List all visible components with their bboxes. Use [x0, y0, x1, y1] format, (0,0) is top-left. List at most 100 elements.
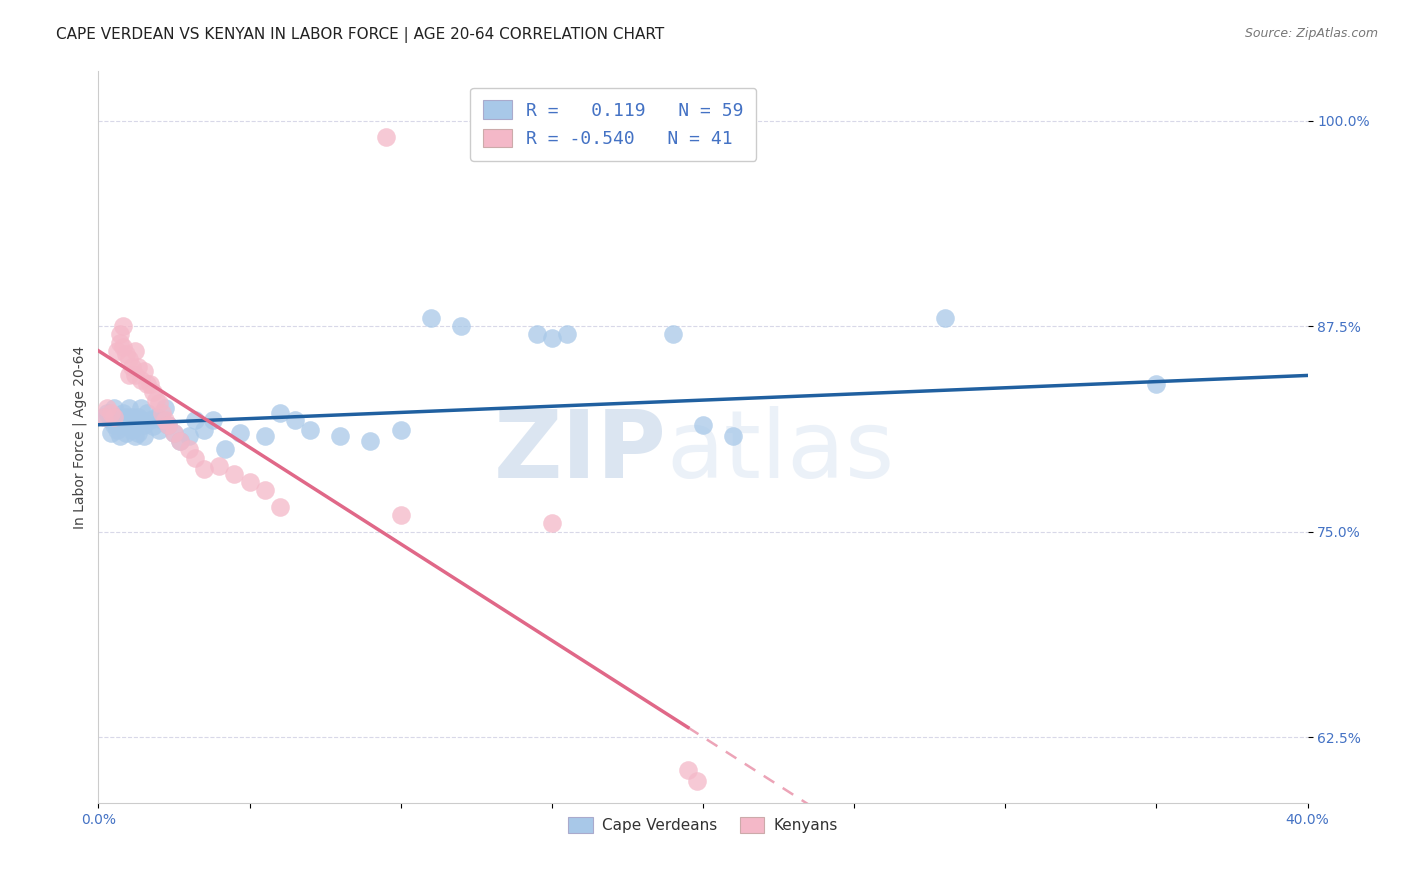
Point: [127, 409, 149, 424]
Point: [224, 467, 246, 481]
Text: ZIP: ZIP: [494, 406, 666, 498]
Point: [114, 425, 136, 440]
Point: [193, 423, 215, 437]
Point: [93, 409, 115, 424]
Point: [124, 368, 146, 383]
Point: [129, 401, 152, 416]
Point: [93, 409, 115, 424]
Point: [135, 376, 157, 391]
Point: [132, 429, 155, 443]
Point: [118, 413, 141, 427]
Point: [214, 442, 236, 457]
Point: [184, 413, 207, 427]
Point: [114, 409, 136, 424]
Point: [239, 475, 262, 490]
Text: Source: ZipAtlas.com: Source: ZipAtlas.com: [1244, 27, 1378, 40]
Point: [253, 429, 276, 443]
Point: [148, 396, 170, 410]
Point: [169, 434, 191, 449]
Point: [129, 373, 152, 387]
Point: [269, 406, 291, 420]
Point: [132, 417, 155, 432]
Y-axis label: In Labor Force | Age 20-64: In Labor Force | Age 20-64: [73, 345, 87, 529]
Point: [96, 406, 118, 420]
Point: [420, 310, 443, 325]
Point: [208, 458, 231, 473]
Text: atlas: atlas: [666, 406, 896, 498]
Point: [103, 409, 125, 424]
Point: [100, 413, 122, 427]
Point: [526, 327, 548, 342]
Point: [163, 425, 186, 440]
Point: [145, 393, 167, 408]
Point: [100, 406, 122, 420]
Point: [127, 425, 149, 440]
Point: [156, 417, 179, 432]
Point: [118, 401, 141, 416]
Point: [450, 319, 472, 334]
Point: [253, 483, 276, 498]
Point: [676, 763, 699, 777]
Point: [105, 423, 128, 437]
Point: [202, 413, 225, 427]
Point: [555, 327, 578, 342]
Point: [723, 429, 745, 443]
Point: [193, 462, 215, 476]
Point: [121, 360, 143, 375]
Point: [540, 331, 562, 345]
Point: [179, 442, 201, 457]
Point: [103, 417, 125, 432]
Point: [108, 413, 131, 427]
Point: [111, 406, 134, 420]
Point: [108, 429, 131, 443]
Point: [114, 347, 136, 361]
Point: [129, 413, 152, 427]
Point: [118, 351, 141, 366]
Point: [360, 434, 382, 449]
Legend: Cape Verdeans, Kenyans: Cape Verdeans, Kenyans: [562, 811, 844, 839]
Point: [150, 406, 173, 420]
Point: [299, 423, 322, 437]
Point: [124, 343, 146, 358]
Point: [389, 423, 412, 437]
Point: [229, 425, 252, 440]
Point: [142, 384, 165, 399]
Point: [150, 413, 173, 427]
Point: [142, 419, 165, 434]
Point: [374, 130, 396, 145]
Point: [105, 409, 128, 424]
Point: [156, 417, 179, 432]
Point: [118, 368, 141, 383]
Point: [96, 401, 118, 416]
Point: [1144, 376, 1167, 391]
Point: [111, 417, 134, 432]
Point: [139, 413, 162, 427]
Point: [111, 341, 134, 355]
Point: [139, 376, 162, 391]
Point: [124, 416, 146, 430]
Point: [108, 327, 131, 342]
Point: [284, 413, 307, 427]
Point: [163, 425, 186, 440]
Point: [269, 500, 291, 514]
Point: [184, 450, 207, 465]
Point: [124, 429, 146, 443]
Point: [108, 335, 131, 350]
Point: [389, 508, 412, 523]
Point: [121, 423, 143, 437]
Point: [132, 363, 155, 377]
Point: [105, 343, 128, 358]
Point: [103, 401, 125, 416]
Point: [145, 409, 167, 424]
Text: CAPE VERDEAN VS KENYAN IN LABOR FORCE | AGE 20-64 CORRELATION CHART: CAPE VERDEAN VS KENYAN IN LABOR FORCE | …: [56, 27, 665, 43]
Point: [692, 417, 714, 432]
Point: [100, 425, 122, 440]
Point: [686, 774, 709, 789]
Point: [135, 406, 157, 420]
Point: [179, 429, 201, 443]
Point: [934, 310, 956, 325]
Point: [540, 516, 562, 531]
Point: [329, 429, 352, 443]
Point: [127, 360, 149, 375]
Point: [148, 423, 170, 437]
